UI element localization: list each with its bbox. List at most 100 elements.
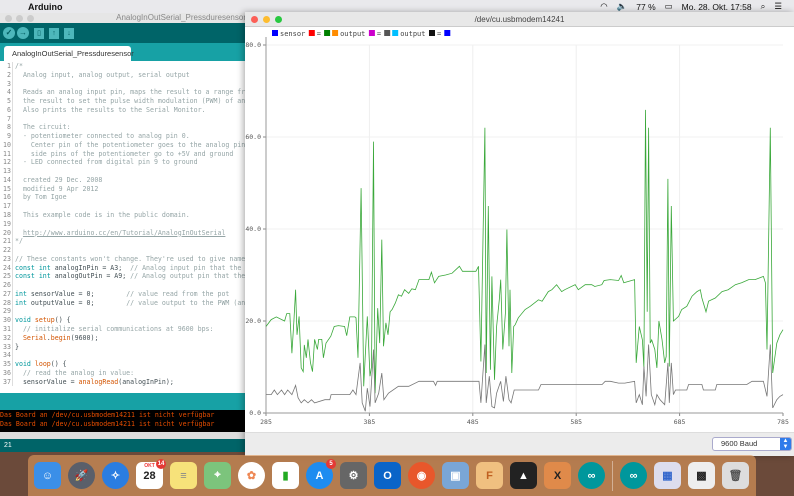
dock-arduino[interactable]: ∞ <box>578 462 605 489</box>
line-number: 27 <box>0 289 13 299</box>
dock-xquartz[interactable]: X <box>544 462 571 489</box>
code-line: 10 Center pin of the potentiometer goes … <box>0 140 250 150</box>
code-token: Serial <box>22 333 47 342</box>
line-number: 18 <box>0 211 13 220</box>
line-number: 1 <box>0 62 13 71</box>
code-token: () { <box>54 316 71 325</box>
minimize-button[interactable] <box>16 15 23 22</box>
code-token: int <box>15 298 27 307</box>
line-number: 24 <box>0 263 13 273</box>
close-button[interactable] <box>5 15 12 22</box>
outlook-icon: O <box>383 469 392 482</box>
dock-trash[interactable]: 🗑 <box>722 462 749 489</box>
notification-center-icon[interactable]: ☰ <box>774 1 782 11</box>
line-number: 2 <box>0 70 13 80</box>
app-menu[interactable]: Arduino <box>28 1 63 12</box>
dock-photos[interactable]: ✿ <box>238 462 265 489</box>
code-token: */ <box>15 237 23 246</box>
ide-toolbar: ✓ → ▯ ↑ ↓ <box>0 23 250 43</box>
zoom-button[interactable] <box>275 16 282 23</box>
legend-swatch <box>308 30 315 36</box>
console-scrollbar[interactable] <box>0 432 250 439</box>
code-token: /* <box>15 62 23 70</box>
dock-numbers[interactable]: ▮ <box>272 462 299 489</box>
dock-arduino-document[interactable]: ∞ <box>620 462 647 489</box>
line-number: 16 <box>0 193 13 203</box>
code-line: 4 Reads an analog input pin, maps the re… <box>0 88 250 98</box>
new-sketch-button[interactable]: ▯ <box>34 27 44 39</box>
code-token: modified 9 Apr 2012 <box>15 184 99 193</box>
code-line: 20 http://www.arduino.cc/en/Tutorial/Ana… <box>0 228 250 238</box>
dock-qr-app[interactable]: ▩ <box>688 462 715 489</box>
open-sketch-button[interactable]: ↑ <box>49 27 59 39</box>
baud-rate-select[interactable]: 9600 Baud ▲ ▼ <box>712 437 792 451</box>
code-line: 7 <box>0 114 250 124</box>
code-token: (9600); <box>70 333 99 342</box>
dock-system-preferences[interactable]: ⚙ <box>340 462 367 489</box>
line-number: 34 <box>0 351 13 361</box>
dock-calendar[interactable]: 28 OKT 14 <box>136 459 166 489</box>
code-line: 26 <box>0 281 250 290</box>
line-number: 29 <box>0 307 13 317</box>
minimize-button[interactable] <box>263 16 270 23</box>
dock-firefox[interactable]: ◉ <box>408 462 435 489</box>
legend-label: = <box>377 30 381 38</box>
upload-button[interactable]: → <box>17 27 29 39</box>
dock-inkscape[interactable]: ▲ <box>510 462 537 489</box>
line-number: 33 <box>0 342 13 352</box>
dock-launchpad[interactable]: 🚀 <box>68 462 95 489</box>
verify-button[interactable]: ✓ <box>3 27 15 39</box>
code-token: - LED connected from digital pin 9 to gr… <box>15 158 198 167</box>
code-editor[interactable]: 1/* 2 Analog input, analog output, serial… <box>0 61 250 393</box>
line-number: 5 <box>0 97 13 106</box>
code-line: 33} <box>0 342 250 352</box>
dock-safari[interactable]: ✧ <box>102 462 129 489</box>
code-line: 13 <box>0 167 250 176</box>
dock-finder[interactable]: ☺ <box>34 462 61 489</box>
code-line: 9 - potentiometer connected to analog pi… <box>0 132 250 141</box>
line-number: 4 <box>0 88 13 98</box>
dock-outlook[interactable]: O <box>374 462 401 489</box>
code-line: 15 modified 9 Apr 2012 <box>0 184 250 194</box>
qr-app-icon: ▩ <box>696 470 707 482</box>
legend-swatch <box>384 30 391 36</box>
code-token: The circuit: <box>15 123 71 132</box>
save-sketch-button[interactable]: ↓ <box>64 27 74 39</box>
line-number: 11 <box>0 149 13 159</box>
dock-notes[interactable]: ≡ <box>170 462 197 489</box>
y-tick-label: 0.0 <box>249 409 261 417</box>
code-token: const int <box>15 272 51 281</box>
volume-icon[interactable]: 🔈 <box>616 1 628 11</box>
line-number: 26 <box>0 281 13 290</box>
wifi-icon[interactable]: ◠ <box>600 1 608 11</box>
battery-status[interactable]: 77 % <box>636 1 656 12</box>
dock-preview[interactable]: ▣ <box>442 462 469 489</box>
dock-fusion-360[interactable]: F <box>476 462 503 489</box>
dock-window-manager[interactable]: ▦ <box>654 462 681 489</box>
line-number: 37 <box>0 377 13 387</box>
battery-icon[interactable]: ▭ <box>664 1 673 11</box>
code-token: // These constants won't change. They're… <box>15 254 250 263</box>
spotlight-icon[interactable]: ⌕ <box>760 1 766 11</box>
code-token: // value output to the PWM (anal <box>126 298 250 307</box>
plotter-window-title: /dev/cu.usbmodem14241 <box>474 15 565 24</box>
zoom-button[interactable] <box>27 15 34 22</box>
calendar-icon: 28 <box>143 469 156 482</box>
code-token: the result to set the pulse width modula… <box>15 97 250 106</box>
code-line: 32 Serial.begin(9600); <box>0 333 250 343</box>
code-line: 34 <box>0 351 250 361</box>
clock[interactable]: Mo. 28. Okt. 17:58 <box>681 1 752 12</box>
menu-bar: Arduino ◠ 🔈 77 % ▭ Mo. 28. Okt. 17:58 ⌕ … <box>0 0 794 13</box>
safari-icon: ✧ <box>110 470 121 482</box>
system-preferences-icon: ⚙ <box>348 470 359 482</box>
dock-maps[interactable]: ⌖ <box>204 462 231 489</box>
app-store-icon: A <box>315 469 324 482</box>
tab-sketch[interactable]: AnalogInOutSerial_Pressduresensor <box>4 46 134 61</box>
close-button[interactable] <box>251 16 258 23</box>
line-number: 23 <box>0 254 13 264</box>
code-token: () { <box>50 360 67 369</box>
legend-label: output <box>400 30 425 38</box>
code-token: Analog input, analog output, serial outp… <box>15 70 190 79</box>
code-line: 36 // read the analog in value: <box>0 368 250 378</box>
